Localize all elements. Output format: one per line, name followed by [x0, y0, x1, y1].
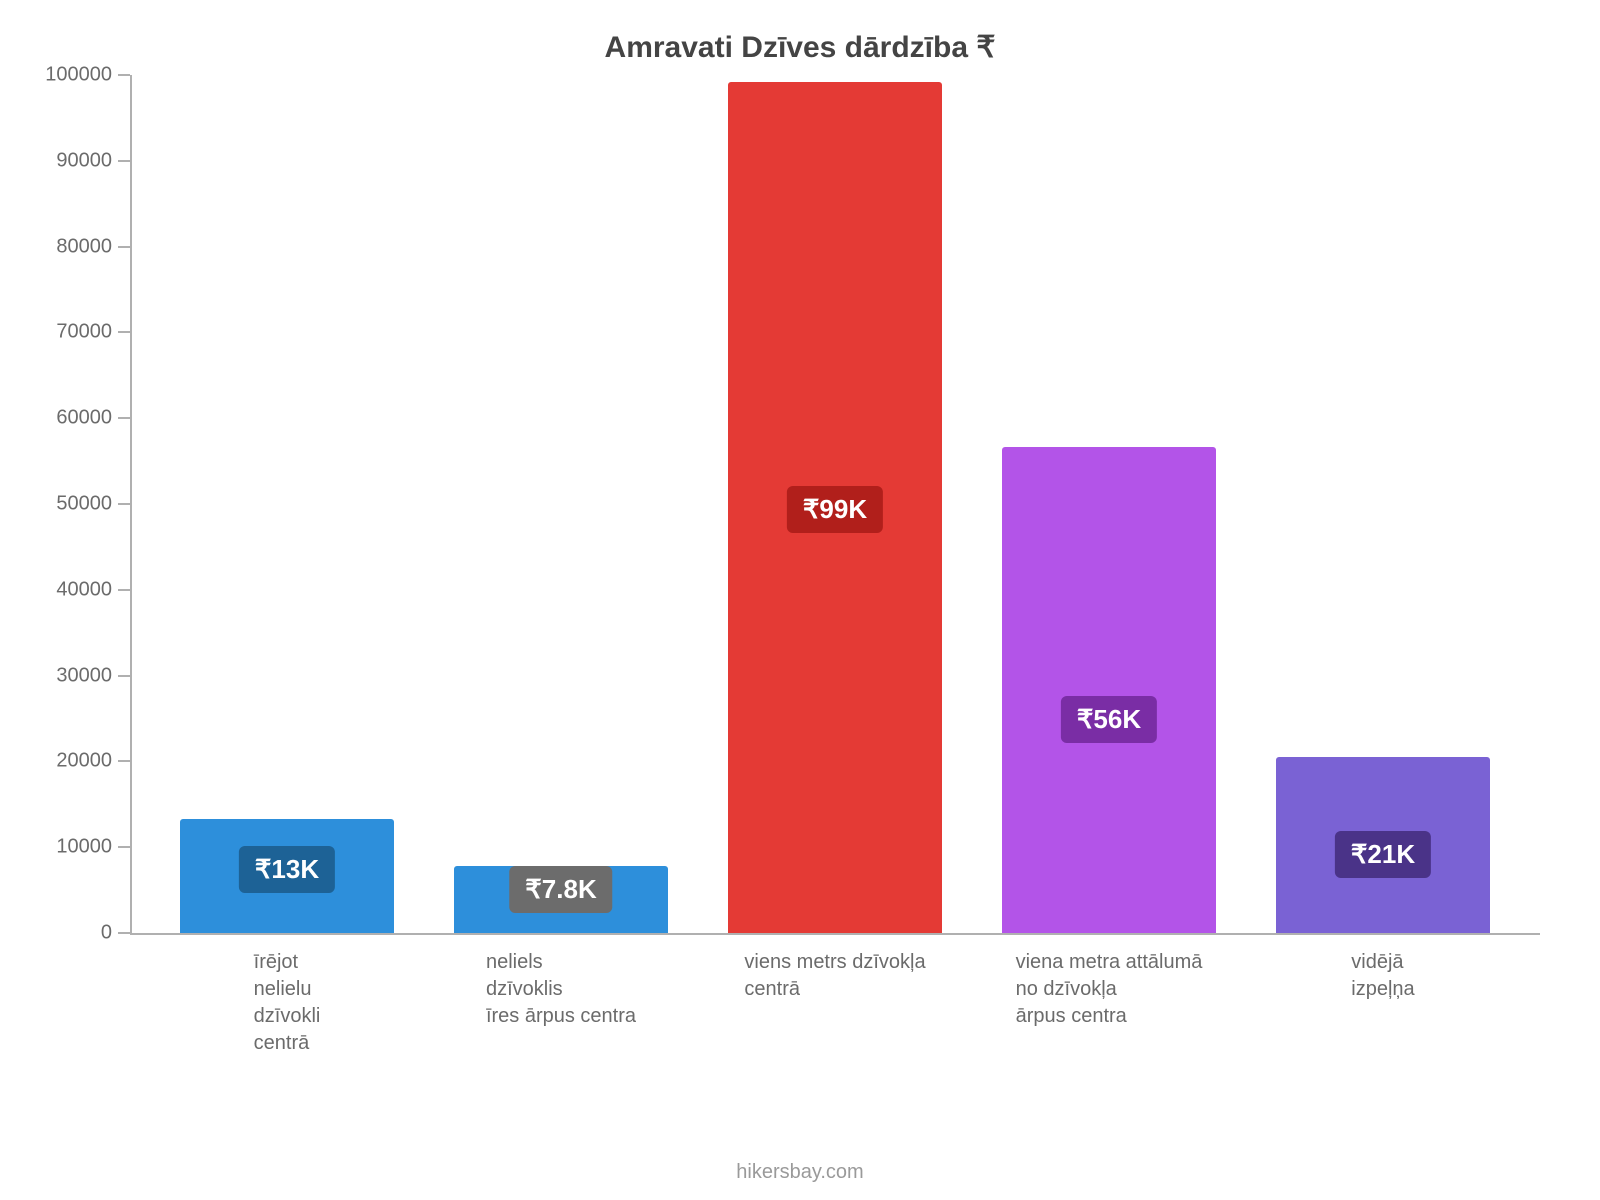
y-tick-label: 0: [101, 922, 130, 945]
bar-value-label: ₹56K: [1061, 696, 1157, 743]
bar-value-label: ₹99K: [787, 486, 883, 533]
y-tick-label: 10000: [56, 836, 130, 859]
bar: ₹99K: [728, 82, 942, 933]
bar: ₹21K: [1276, 757, 1490, 933]
x-axis-label: nelielsdzīvoklisīres ārpus centra: [486, 949, 636, 1057]
chart-title: Amravati Dzīves dārdzība ₹: [40, 30, 1560, 65]
bars-container: ₹13K ₹7.8K ₹99K ₹56K ₹21K: [130, 75, 1540, 933]
y-tick-label: 100000: [45, 64, 130, 87]
bar: ₹13K: [180, 819, 394, 933]
y-tick-label: 60000: [56, 407, 130, 430]
x-label-slot: viens metrs dzīvokļacentrā: [698, 949, 972, 1057]
attribution-text: hikersbay.com: [0, 1161, 1600, 1184]
bar-value-label: ₹7.8K: [509, 866, 612, 913]
y-tick-label: 40000: [56, 578, 130, 601]
y-tick-label: 70000: [56, 321, 130, 344]
x-label-slot: vidējāizpeļņa: [1246, 949, 1520, 1057]
x-axis-label: viens metrs dzīvokļacentrā: [744, 949, 925, 1057]
bar-slot: ₹13K: [150, 75, 424, 933]
x-label-slot: īrējotnelieludzīvoklicentrā: [150, 949, 424, 1057]
x-label-slot: viena metra attālumāno dzīvokļaārpus cen…: [972, 949, 1246, 1057]
x-axis-label: vidējāizpeļņa: [1351, 949, 1414, 1057]
bar-slot: ₹56K: [972, 75, 1246, 933]
y-tick-label: 30000: [56, 664, 130, 687]
x-axis-labels: īrējotnelieludzīvoklicentrā nelielsdzīvok…: [130, 935, 1540, 1057]
bar-value-label: ₹21K: [1335, 831, 1431, 878]
y-tick-label: 90000: [56, 149, 130, 172]
plot-area: ₹13K₹7.8K₹99K₹56K₹21K 010000200003000040…: [130, 75, 1540, 935]
bar-slot: ₹99K: [698, 75, 972, 933]
bar-slot: ₹7.8K: [424, 75, 698, 933]
bar-value-label: ₹13K: [239, 846, 335, 893]
bar-slot: ₹21K: [1246, 75, 1520, 933]
x-axis-label: viena metra attālumāno dzīvokļaārpus cen…: [1016, 949, 1203, 1057]
bar: ₹56K: [1002, 447, 1216, 933]
bar: ₹7.8K: [454, 866, 668, 933]
y-tick-label: 20000: [56, 750, 130, 773]
cost-of-living-chart: Amravati Dzīves dārdzība ₹ ₹13K ₹7.8K ₹99K…: [0, 0, 1600, 1200]
x-axis-label: īrējotnelieludzīvoklicentrā: [254, 949, 321, 1057]
x-label-slot: nelielsdzīvoklisīres ārpus centra: [424, 949, 698, 1057]
y-tick-label: 50000: [56, 493, 130, 516]
y-tick-label: 80000: [56, 235, 130, 258]
